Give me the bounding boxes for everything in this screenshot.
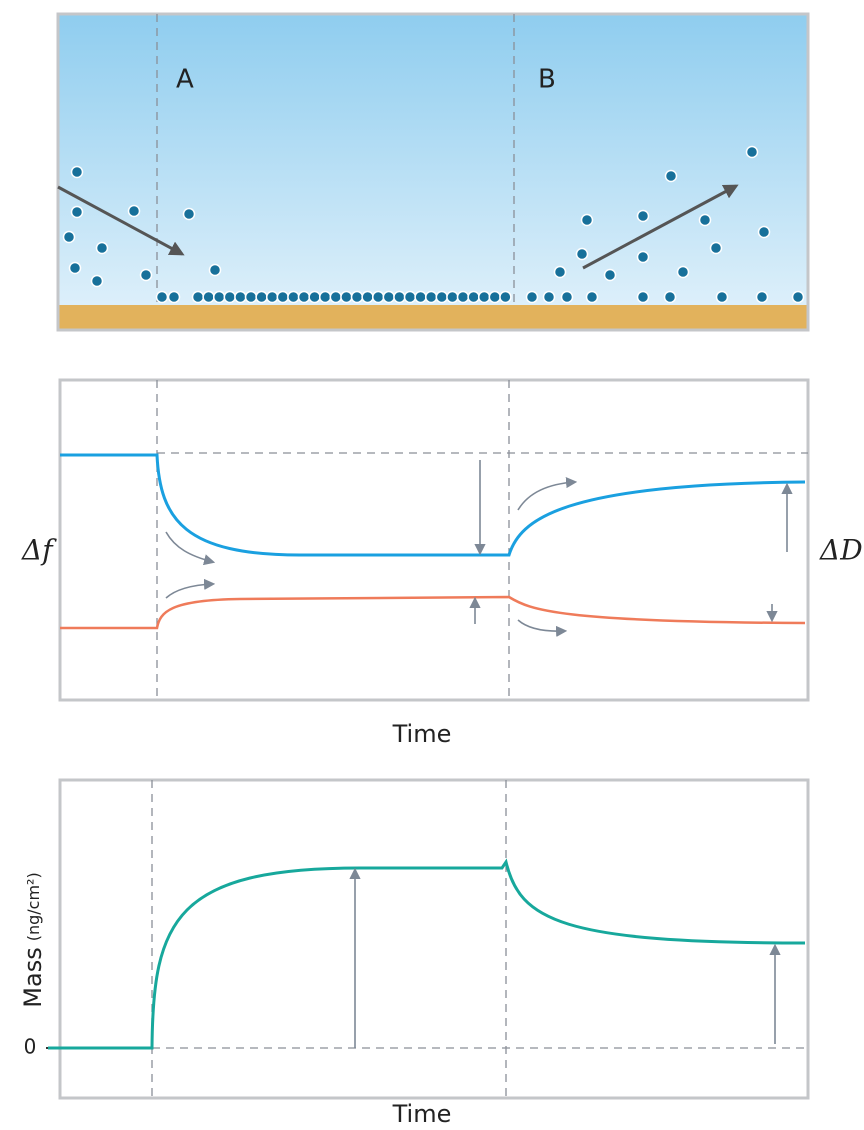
particle	[139, 268, 153, 282]
frequency-dissipation-panel: Δf ΔD Time	[21, 378, 863, 748]
frame	[58, 778, 810, 1100]
particle	[276, 290, 290, 304]
particle	[70, 165, 84, 179]
particle	[553, 265, 567, 279]
particle	[329, 290, 343, 304]
particle	[382, 290, 396, 304]
arrow	[165, 578, 216, 599]
particle	[265, 290, 279, 304]
particle	[456, 290, 470, 304]
arrow	[517, 619, 568, 637]
particle	[70, 205, 84, 219]
particle	[340, 290, 353, 304]
phase-label: B	[538, 65, 556, 95]
particle	[155, 290, 169, 304]
particle	[603, 268, 617, 282]
particle	[488, 290, 502, 304]
particle	[715, 290, 729, 304]
particle	[745, 145, 759, 159]
particle	[585, 290, 599, 304]
particle	[297, 290, 311, 304]
particle	[676, 265, 690, 279]
particle	[182, 207, 196, 221]
particle	[757, 225, 771, 239]
adsorption-scene: A B	[56, 12, 810, 332]
particle	[525, 290, 539, 304]
x-axis-label: Time	[392, 720, 452, 748]
phase-label: A	[176, 65, 194, 95]
y-label: Mass	[19, 947, 47, 1007]
particle	[234, 290, 247, 304]
particle	[580, 213, 594, 227]
y-axis-label: Mass (ng/cm²)	[19, 872, 47, 1007]
particle	[575, 247, 589, 261]
particle	[308, 290, 321, 304]
particle	[208, 263, 222, 277]
frame	[58, 378, 810, 702]
particle	[403, 290, 417, 304]
particle	[560, 290, 574, 304]
axis-label: ΔD	[819, 534, 863, 567]
particle	[244, 290, 258, 304]
particle	[167, 290, 181, 304]
particle	[414, 290, 427, 304]
particle	[202, 290, 215, 304]
particle	[255, 290, 268, 304]
particle	[371, 290, 385, 304]
particle	[791, 290, 805, 304]
particle	[212, 290, 226, 304]
particle	[223, 290, 237, 304]
arrow	[517, 477, 578, 511]
particle	[467, 290, 480, 304]
particle	[435, 290, 449, 304]
particle	[477, 290, 491, 304]
particle	[636, 209, 650, 223]
arrow	[582, 184, 739, 270]
particle	[424, 290, 438, 304]
particle	[663, 290, 677, 304]
particle	[191, 290, 205, 304]
particle	[709, 241, 723, 255]
particle	[287, 290, 300, 304]
mass-curve	[48, 858, 806, 1050]
particle	[318, 290, 332, 304]
particle	[68, 261, 82, 275]
sensor-surface	[58, 305, 808, 330]
particle	[636, 250, 650, 264]
arrow	[165, 531, 216, 566]
particle	[361, 290, 374, 304]
particle	[755, 290, 769, 304]
particle	[127, 204, 141, 218]
particle	[393, 290, 406, 304]
particle	[698, 213, 712, 227]
liquid	[58, 14, 808, 330]
frame	[56, 12, 810, 332]
particle	[636, 290, 650, 304]
particle	[542, 290, 556, 304]
zero-label: 0	[24, 1035, 37, 1059]
arrow	[57, 185, 185, 256]
frequency-curve	[60, 453, 806, 557]
mass-panel: 0 Mass (ng/cm²) Time	[19, 778, 810, 1128]
particle	[62, 230, 76, 244]
particle	[90, 274, 104, 288]
y-unit: (ng/cm²)	[24, 872, 43, 941]
particle	[664, 169, 678, 183]
particle	[446, 290, 459, 304]
dissipation-curve	[60, 595, 806, 630]
particle	[350, 290, 364, 304]
particle	[499, 290, 512, 304]
x-axis-label: Time	[392, 1100, 452, 1128]
particle	[95, 241, 109, 255]
axis-label: Δf	[21, 534, 57, 567]
